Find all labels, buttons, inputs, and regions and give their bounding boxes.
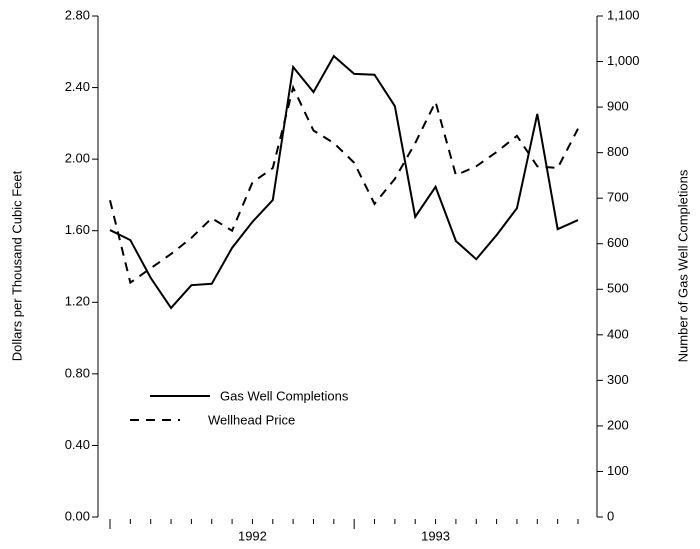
- y2-tick-label: 200: [607, 417, 629, 432]
- x-tick-label: 1992: [238, 528, 267, 543]
- y2-tick-label: 100: [607, 463, 629, 478]
- y-tick-label: 1.60: [65, 222, 90, 237]
- y-tick-label: 2.00: [65, 151, 90, 166]
- y-tick-label: 1.20: [65, 294, 90, 309]
- y-tick-label: 0.40: [65, 437, 90, 452]
- x-tick-label: 1993: [421, 528, 450, 543]
- legend: Gas Well Completions Wellhead Price: [130, 388, 349, 427]
- y2-tick-label: 700: [607, 190, 629, 205]
- y2-tick-label: 1,000: [607, 53, 640, 68]
- y-tick-label: 2.80: [65, 7, 90, 22]
- y2-tick-label: 300: [607, 372, 629, 387]
- y2-tick-label: 1,100: [607, 7, 640, 22]
- line-series: [109, 54, 579, 310]
- y-tick-label: 0.80: [65, 365, 90, 380]
- legend-label: Wellhead Price: [208, 412, 295, 427]
- y2-tick-label: 600: [607, 235, 629, 250]
- y-axis-title: Dollars per Thousand Cubic Feet: [9, 170, 24, 361]
- y2-tick-label: 500: [607, 281, 629, 296]
- y2-tick-label: 900: [607, 99, 629, 114]
- y-tick-label: 0.00: [65, 508, 90, 523]
- legend-label: Gas Well Completions: [220, 388, 349, 403]
- line-series: [109, 84, 579, 285]
- y2-tick-label: 800: [607, 144, 629, 159]
- y2-axis-title: Number of Gas Well Completions: [675, 169, 690, 362]
- y2-tick-label: 400: [607, 326, 629, 341]
- y2-tick-label: 0: [607, 508, 614, 523]
- y-tick-label: 2.40: [65, 79, 90, 94]
